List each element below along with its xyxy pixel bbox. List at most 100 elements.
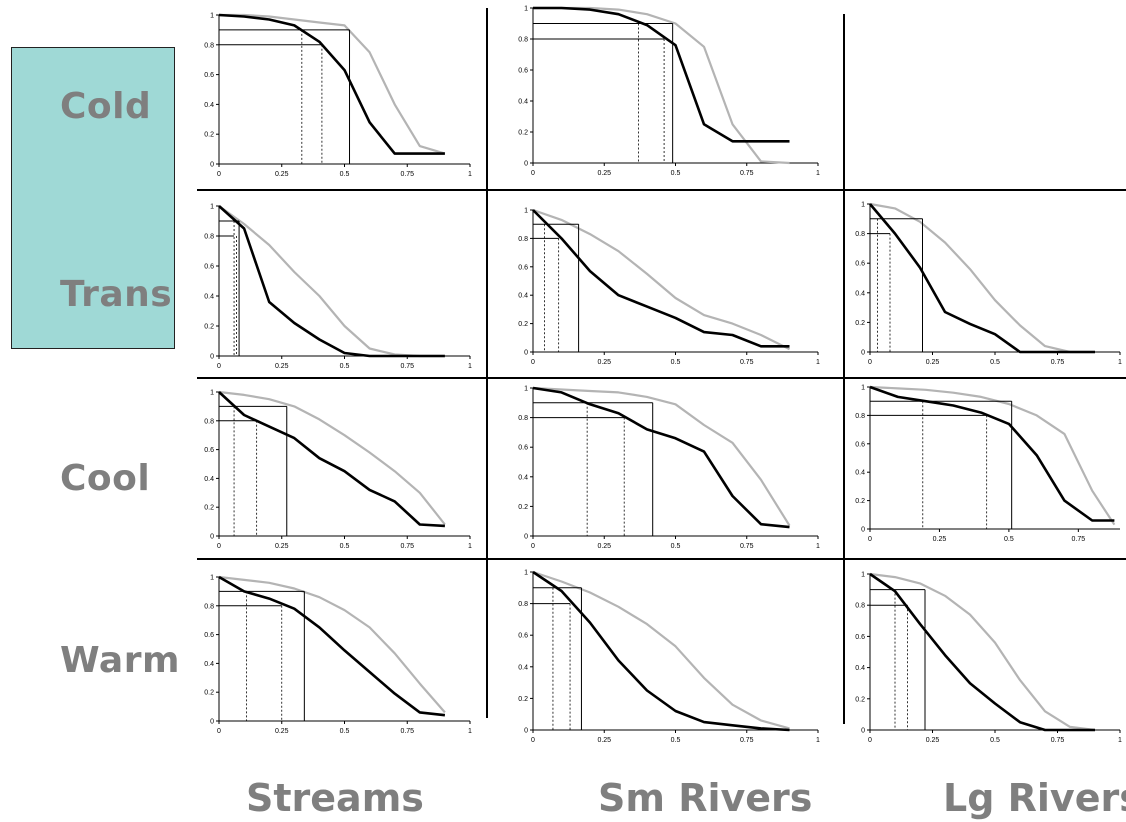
grid-divider-v1	[486, 8, 488, 718]
y-tick-label: 0.8	[855, 413, 865, 420]
y-tick-label: 0	[524, 534, 528, 541]
row-label-trans: Trans	[60, 274, 173, 315]
grid-divider-h3	[197, 558, 1126, 560]
y-tick-label: 0.2	[518, 696, 528, 703]
series-line-black	[532, 209, 790, 348]
y-tick-label: 0.4	[204, 661, 214, 668]
y-tick-label: 0.6	[518, 68, 528, 75]
x-tick-label: 0.25	[275, 363, 289, 370]
x-tick-label: 0.75	[400, 728, 414, 735]
series-line-black	[869, 572, 1095, 732]
y-tick-label: 1	[861, 202, 865, 209]
x-tick-label: 0.5	[340, 543, 350, 550]
y-tick-label: 0.4	[855, 290, 865, 297]
series-line-gray	[219, 13, 446, 155]
y-tick-label: 1	[210, 575, 214, 582]
y-tick-label: 0.6	[204, 447, 214, 454]
x-tick-label: 0	[217, 728, 221, 735]
series-line-black	[533, 6, 790, 143]
y-tick-label: 0	[524, 161, 528, 168]
y-tick-label: 1	[861, 385, 865, 392]
y-tick-label: 0.8	[518, 601, 528, 608]
y-tick-label: 0.8	[518, 236, 528, 243]
y-tick-label: 0	[210, 162, 214, 169]
y-tick-label: 1	[210, 204, 214, 211]
series-line-gray	[218, 390, 446, 526]
x-tick-label: 0.25	[933, 536, 947, 543]
x-tick-label: 0.75	[1051, 359, 1065, 366]
x-tick-label: 0.5	[1004, 536, 1014, 543]
x-tick-label: 0.25	[597, 737, 611, 744]
x-tick-label: 1	[816, 543, 820, 550]
x-tick-label: 0.5	[671, 543, 681, 550]
y-tick-label: 0.4	[518, 664, 528, 671]
x-tick-label: 1	[816, 359, 820, 366]
y-tick-label: 0.2	[204, 505, 214, 512]
y-tick-label: 0.2	[518, 321, 528, 328]
y-tick-label: 0.2	[855, 320, 865, 327]
y-tick-label: 0.6	[518, 264, 528, 271]
row-label-cool: Cool	[60, 458, 151, 499]
column-label-streams: Streams	[246, 776, 424, 820]
column-label-sm-rivers: Sm Rivers	[598, 776, 813, 820]
y-tick-label: 0.6	[518, 633, 528, 640]
x-tick-label: 0	[868, 359, 872, 366]
x-tick-label: 1	[468, 171, 472, 178]
row-label-warm: Warm	[60, 640, 180, 681]
y-tick-label: 0.4	[204, 476, 214, 483]
y-tick-label: 0	[861, 728, 865, 735]
x-tick-label: 1	[1118, 737, 1122, 744]
x-tick-label: 0.25	[275, 543, 289, 550]
x-tick-label: 0	[531, 543, 535, 550]
y-tick-label: 0.6	[204, 632, 214, 639]
y-tick-label: 0	[210, 719, 214, 726]
x-tick-label: 0.25	[926, 359, 940, 366]
x-tick-label: 0.5	[671, 359, 681, 366]
series-line-gray	[869, 202, 1095, 354]
y-tick-label: 0.4	[855, 665, 865, 672]
x-tick-label: 0.5	[990, 737, 1000, 744]
x-tick-label: 1	[1118, 359, 1122, 366]
series-line-black	[218, 205, 445, 358]
y-tick-label: 1	[210, 390, 214, 397]
y-tick-label: 0.6	[204, 264, 214, 271]
x-tick-label: 1	[816, 737, 820, 744]
x-tick-label: 0.5	[671, 737, 681, 744]
y-tick-label: 0	[861, 527, 865, 534]
y-tick-label: 0.4	[518, 293, 528, 300]
cold-trans-highlight-box	[11, 47, 175, 349]
x-tick-label: 0	[217, 543, 221, 550]
series-line-gray	[869, 385, 1116, 526]
y-tick-label: 0.2	[518, 504, 528, 511]
y-tick-label: 0.6	[518, 445, 528, 452]
y-tick-label: 1	[524, 208, 528, 215]
y-tick-label: 1	[210, 13, 214, 20]
x-tick-label: 0.25	[597, 170, 611, 177]
x-tick-label: 0	[217, 171, 221, 178]
y-tick-label: 0.8	[204, 418, 214, 425]
y-tick-label: 0.6	[855, 441, 865, 448]
y-tick-label: 0.8	[855, 603, 865, 610]
y-tick-label: 0.2	[204, 132, 214, 139]
y-tick-label: 1	[524, 386, 528, 393]
y-tick-label: 0.4	[204, 102, 214, 109]
y-tick-label: 0.8	[518, 415, 528, 422]
x-tick-label: 0.5	[671, 170, 681, 177]
y-tick-label: 0	[524, 728, 528, 735]
series-line-black	[532, 570, 790, 732]
x-tick-label: 1	[468, 728, 472, 735]
series-line-gray	[532, 208, 790, 351]
series-line-gray	[532, 386, 791, 527]
y-tick-label: 0.4	[855, 470, 865, 477]
series-line-gray	[532, 570, 790, 730]
y-tick-label: 0.6	[855, 261, 865, 268]
x-tick-label: 0.75	[1051, 737, 1065, 744]
x-tick-label: 0.25	[926, 737, 940, 744]
